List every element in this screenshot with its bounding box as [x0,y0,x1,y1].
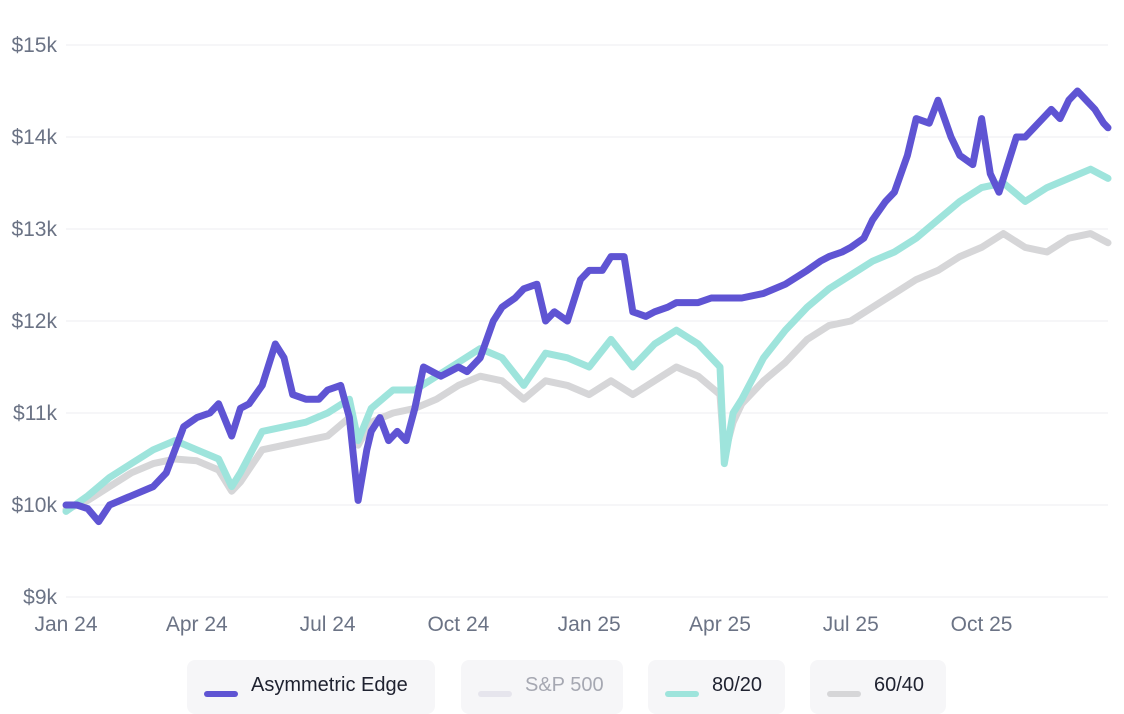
y-tick-label: $11k [13,402,57,425]
series-line-asymmetric-edge [62,87,1112,526]
series-line-80-20 [62,165,1112,515]
y-tick-label: $15k [11,34,57,57]
x-tick-label: Oct 24 [427,613,489,636]
legend-label: Asymmetric Edge [251,674,408,696]
x-tick-label: Jan 25 [558,613,621,636]
legend-swatch-asymmetric-edge [204,691,238,697]
x-tick-label: Apr 25 [689,613,751,636]
legend-label: 60/40 [874,674,925,696]
legend-swatch-60-40 [827,691,861,697]
legend: Asymmetric Edge S&P 500 80/20 60/40 [0,660,1124,714]
y-tick-label: $13k [11,218,57,241]
legend-swatch-sp500 [478,691,512,697]
legend-item-asymmetric-edge[interactable]: Asymmetric Edge [187,660,435,714]
y-tick-label: $12k [11,310,57,333]
x-tick-label: Jul 25 [823,613,879,636]
legend-label: S&P 500 [525,674,604,696]
y-tick-label: $14k [11,126,57,149]
x-tick-label: Jan 24 [34,613,97,636]
legend-item-sp500[interactable]: S&P 500 [461,660,623,714]
series-line-60-40 [62,230,1112,514]
legend-label: 80/20 [712,674,763,696]
legend-item-80-20[interactable]: 80/20 [648,660,785,714]
y-axis: $9k $10k $11k $12k $13k $14k $15k [11,34,57,609]
legend-item-60-40[interactable]: 60/40 [810,660,946,714]
x-tick-label: Apr 24 [166,613,228,636]
y-tick-label: $10k [11,494,57,517]
x-tick-label: Jul 24 [300,613,356,636]
grid-lines [66,44,1108,598]
series-lines [62,87,1112,526]
legend-swatch-80-20 [665,691,699,697]
y-tick-label: $9k [23,586,57,609]
x-axis: Jan 24 Apr 24 Jul 24 Oct 24 Jan 25 Apr 25 Jul … [34,613,1012,636]
x-tick-label: Oct 25 [951,613,1013,636]
